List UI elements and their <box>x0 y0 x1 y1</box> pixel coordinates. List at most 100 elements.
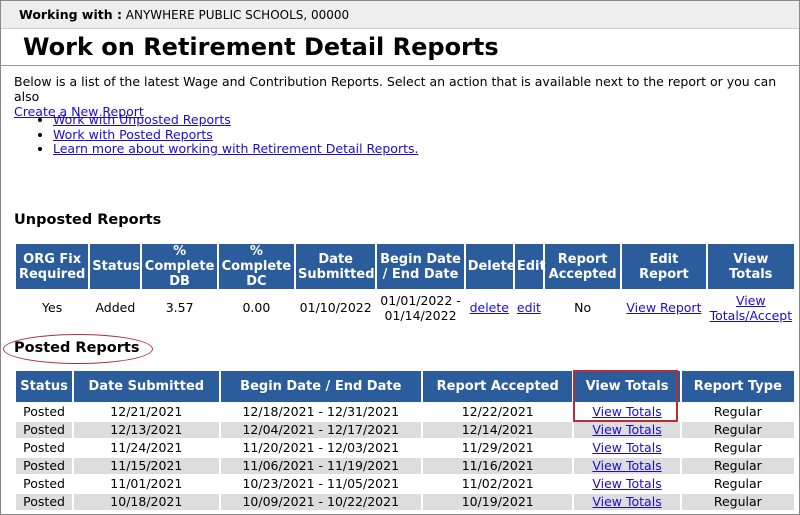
table-cell: 10/23/2021 - 11/05/2021 <box>242 476 400 491</box>
table-cell: Regular <box>681 494 794 510</box>
table-cell: Posted <box>23 404 65 419</box>
page-title: Work on Retirement Detail Reports <box>23 33 499 61</box>
cell-link[interactable]: View Totals <box>592 404 662 419</box>
table-cell: 11/01/2021 <box>110 476 183 491</box>
column-header: Status <box>90 244 141 289</box>
table-cell: Regular <box>713 404 762 419</box>
table-cell: Posted <box>23 440 65 455</box>
table-row: Posted 12/21/2021 12/18/2021 - 12/31/2021 1… <box>16 404 794 420</box>
column-header: Begin Date / End Date <box>377 244 464 289</box>
highlight-box <box>573 370 678 422</box>
unposted-table: ORG Fix Required Status% Complete DB% Com… <box>14 242 796 326</box>
table-cell: 11/16/2021 <box>423 458 573 474</box>
column-header: Date Submitted <box>296 244 376 289</box>
table-cell: 0.00 <box>242 300 271 315</box>
context-label: Working with : <box>19 7 122 22</box>
intro: Below is a list of the latest Wage and C… <box>14 74 784 119</box>
intro-text: Below is a list of the latest Wage and C… <box>14 74 777 104</box>
table-cell: 11/24/2021 <box>110 440 183 455</box>
column-header: Begin Date / End Date <box>220 371 422 402</box>
table-cell: Posted <box>16 494 73 510</box>
column-header: Edit <box>514 244 546 289</box>
cell-link[interactable]: delete <box>469 300 509 315</box>
table-cell: edit <box>515 291 543 324</box>
column-header: Report Accepted <box>544 244 621 289</box>
table-cell: 12/18/2021 - 12/31/2021 <box>242 404 400 419</box>
table-cell: View Totals <box>574 404 679 420</box>
table-cell: View Report <box>622 291 705 324</box>
table-cell: 12/13/2021 <box>74 422 219 438</box>
header-row: ORG Fix Required Status% Complete DB% Com… <box>16 244 794 289</box>
nav-link[interactable]: Work with Posted Reports <box>53 126 213 142</box>
table-cell: 01/10/2022 <box>299 300 372 315</box>
table-cell: Yes <box>42 300 63 315</box>
table-cell: View Totals <box>574 422 680 438</box>
section-heading: Unposted Reports <box>14 212 162 228</box>
table-row: Yes Added 3.57 0.00 01/10/2022 01/01/2022 - 0… <box>16 291 794 324</box>
table-cell: 12/22/2021 <box>461 404 534 419</box>
table-cell: View Totals <box>574 440 679 456</box>
posted-table: Status Date Submitted Begin Date / End Dat… <box>14 369 796 512</box>
table-cell: delete <box>466 291 513 324</box>
column-header: Date Submitted <box>74 371 219 402</box>
cell-link[interactable]: View Totals <box>592 494 662 509</box>
column-header: Delete <box>465 244 516 289</box>
table-row: Posted 12/13/2021 12/04/2021 - 12/17/2021 1… <box>16 422 794 438</box>
table-row: Posted 10/18/2021 10/09/2021 - 10/22/2021 1… <box>16 494 794 510</box>
table-cell: 11/20/2021 - 12/03/2021 <box>242 440 400 455</box>
create-report-link[interactable]: Create a New Report <box>14 104 144 119</box>
table-cell: 11/06/2021 - 11/19/2021 <box>220 458 422 474</box>
column-header: Report Type <box>681 371 794 402</box>
divider <box>1 65 799 66</box>
highlight-ellipse <box>3 334 153 364</box>
header-row: Status Date Submitted Begin Date / End Dat… <box>16 371 794 402</box>
cell-link[interactable]: edit <box>516 300 541 315</box>
table-cell: 10/09/2021 - 10/22/2021 <box>220 494 422 510</box>
cell-link[interactable]: View Totals <box>592 476 662 491</box>
table-row: Posted 11/24/2021 11/20/2021 - 12/03/2021 1… <box>16 440 794 456</box>
table-cell: 11/29/2021 <box>461 440 534 455</box>
table-cell: Regular <box>681 458 794 474</box>
list-item: Learn more about working with Retirement… <box>53 141 419 157</box>
table-cell: Regular <box>713 476 762 491</box>
table-cell: 10/19/2021 <box>423 494 573 510</box>
column-header: View Totals <box>574 371 680 402</box>
table-cell: Regular <box>713 440 762 455</box>
cell-link[interactable]: View Totals <box>592 440 662 455</box>
list-item: Work with Posted Reports <box>53 126 418 143</box>
table-cell: 12/14/2021 <box>423 422 573 438</box>
table-cell: 12/04/2021 - 12/17/2021 <box>220 422 422 438</box>
table-row: Posted 11/15/2021 11/06/2021 - 11/19/2021 1… <box>16 458 794 474</box>
cell-link[interactable]: View Totals <box>592 458 662 473</box>
table-cell: Posted <box>23 476 65 491</box>
table-cell: 11/15/2021 <box>74 458 219 474</box>
table-cell: No <box>574 300 592 315</box>
table-cell: 11/02/2021 <box>461 476 534 491</box>
table-cell: Added <box>95 300 136 315</box>
nav-link[interactable]: Work with Unposted Reports <box>53 112 231 127</box>
list-item: Work with Unposted Reports <box>53 112 418 128</box>
table-cell: View Totals <box>574 458 680 474</box>
table-cell: 12/21/2021 <box>110 404 183 419</box>
table-cell: View Totals <box>574 494 680 510</box>
context-org: ANYWHERE PUBLIC SCHOOLS, 00000 <box>125 8 350 22</box>
link-list: Work with Unposted ReportsWork with Post… <box>35 112 419 157</box>
nav-link[interactable]: Learn more about working with Retirement… <box>53 141 419 156</box>
cell-link[interactable]: View Totals/Accept <box>709 292 793 323</box>
table-cell: Regular <box>681 422 794 438</box>
table-cell: Posted <box>16 458 73 474</box>
table-cell: View Totals <box>574 476 679 492</box>
cell-link[interactable]: View Totals <box>592 422 662 437</box>
column-header: Status <box>16 371 73 402</box>
column-header: ORG Fix Required <box>16 244 89 289</box>
column-header: % Complete DC <box>218 244 295 289</box>
section-heading: Posted Reports <box>14 340 140 356</box>
column-header: % Complete DB <box>142 244 217 289</box>
cell-link[interactable]: View Report <box>626 300 702 315</box>
table-cell: View Totals/Accept <box>708 291 794 324</box>
context-bar: Working with : ANYWHERE PUBLIC SCHOOLS, … <box>1 1 799 29</box>
table-row: Posted 11/01/2021 10/23/2021 - 11/05/2021 1… <box>16 476 794 492</box>
column-header: View Totals <box>707 244 794 289</box>
